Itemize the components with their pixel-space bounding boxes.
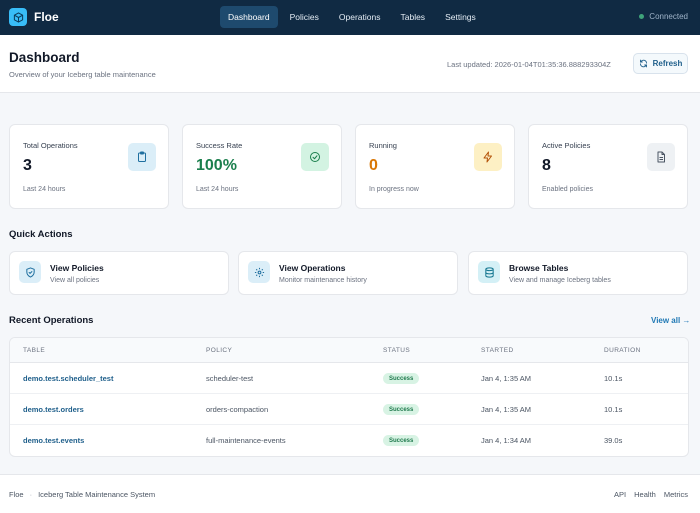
table-row[interactable]: demo.test.events full-maintenance-events… [10, 425, 688, 456]
policy-cell: scheduler-test [206, 374, 254, 383]
nav-tables[interactable]: Tables [400, 12, 426, 22]
footer-brand: Floe · Iceberg Table Maintenance System [9, 490, 155, 499]
footer-link-health[interactable]: Health [634, 490, 656, 499]
column-header-started[interactable]: STARTED [481, 347, 514, 354]
stat-label: Active Policies [542, 141, 591, 150]
shield-icon [19, 261, 41, 283]
column-header-duration[interactable]: DURATION [604, 347, 641, 354]
refresh-label: Refresh [652, 59, 683, 68]
started-cell: Jan 4, 1:34 AM [481, 436, 532, 445]
column-header-status[interactable]: STATUS [383, 347, 411, 354]
app-name: Floe [34, 10, 59, 24]
refresh-icon [639, 59, 647, 68]
quick-action-sub: Monitor maintenance history [279, 277, 367, 284]
quick-action-title: View Operations [279, 263, 346, 273]
stat-value: 3 [23, 157, 32, 174]
stat-card-running: Running 0 In progress now [355, 124, 515, 209]
quick-actions-title: Quick Actions [9, 229, 73, 240]
duration-cell: 10.1s [604, 374, 623, 383]
status-badge: Success [383, 435, 420, 446]
footer: Floe · Iceberg Table Maintenance System AP… [0, 474, 700, 513]
quick-action-title: Browse Tables [509, 263, 569, 273]
recent-operations-title: Recent Operations [9, 315, 94, 326]
stat-label: Running [369, 141, 397, 150]
policy-cell: orders-compaction [206, 405, 269, 414]
nav-settings[interactable]: Settings [445, 12, 476, 22]
quick-action-view-policies[interactable]: View Policies View all policies [9, 251, 229, 295]
top-navbar: Floe Dashboard Policies Operations Table… [0, 0, 700, 35]
stat-sub: In progress now [369, 186, 419, 193]
document-icon [647, 143, 675, 171]
stat-card-active-policies: Active Policies 8 Enabled policies [528, 124, 688, 209]
footer-link-api[interactable]: API [614, 490, 627, 499]
stat-card-success-rate: Success Rate 100% Last 24 hours [182, 124, 342, 209]
nav-policies[interactable]: Policies [289, 12, 319, 22]
lightning-icon [474, 143, 502, 171]
stat-value: 100% [196, 157, 237, 174]
quick-action-sub: View all policies [50, 277, 100, 284]
quick-action-view-operations[interactable]: View Operations Monitor maintenance hist… [238, 251, 458, 295]
nav-dashboard[interactable]: Dashboard [220, 6, 278, 28]
policy-cell: full-maintenance-events [206, 436, 286, 445]
database-icon [478, 261, 500, 283]
footer-app-name: Floe [9, 490, 24, 499]
stat-label: Total Operations [23, 141, 78, 150]
column-header-table[interactable]: TABLE [23, 347, 46, 354]
stat-value: 0 [369, 157, 378, 174]
status-badge: Success [383, 373, 420, 384]
view-all-link[interactable]: View all → [651, 316, 691, 325]
page-title: Dashboard [9, 50, 80, 65]
table-row[interactable]: demo.test.scheduler_test scheduler-test … [10, 363, 688, 394]
main-nav: Dashboard Policies Operations Tables Set… [220, 6, 484, 28]
clipboard-icon [128, 143, 156, 171]
quick-action-browse-tables[interactable]: Browse Tables View and manage Iceberg ta… [468, 251, 688, 295]
recent-operations-table: TABLE POLICY STATUS STARTED DURATION dem… [9, 337, 689, 457]
nav-operations[interactable]: Operations [338, 12, 381, 22]
connection-label: Connected [649, 12, 688, 21]
refresh-button[interactable]: Refresh [633, 53, 688, 74]
check-circle-icon [301, 143, 329, 171]
brand[interactable]: Floe [9, 8, 59, 26]
stat-sub: Enabled policies [542, 186, 593, 193]
started-cell: Jan 4, 1:35 AM [481, 374, 532, 383]
status-badge: Success [383, 404, 420, 415]
cube-icon [9, 8, 27, 26]
footer-link-metrics[interactable]: Metrics [663, 490, 688, 499]
status-dot-icon [639, 14, 645, 19]
stat-label: Success Rate [196, 141, 243, 150]
footer-links: API Health Metrics [614, 490, 688, 499]
page-subtitle: Overview of your Iceberg table maintenan… [9, 70, 156, 79]
column-header-policy[interactable]: POLICY [206, 347, 233, 354]
table-name-link[interactable]: demo.test.scheduler_test [23, 374, 114, 383]
stat-card-total-operations: Total Operations 3 Last 24 hours [9, 124, 169, 209]
footer-separator: · [29, 490, 33, 499]
table-name-link[interactable]: demo.test.events [23, 436, 85, 445]
page-header: Dashboard Overview of your Iceberg table… [0, 35, 700, 93]
footer-tagline: Iceberg Table Maintenance System [38, 490, 156, 499]
table-row[interactable]: demo.test.orders orders-compaction Succe… [10, 394, 688, 425]
stat-value: 8 [542, 157, 551, 174]
table-name-link[interactable]: demo.test.orders [23, 405, 84, 414]
duration-cell: 10.1s [604, 405, 623, 414]
quick-action-sub: View and manage Iceberg tables [509, 277, 611, 284]
connection-status: Connected [639, 12, 688, 21]
gear-icon [248, 261, 270, 283]
quick-action-title: View Policies [50, 263, 104, 273]
started-cell: Jan 4, 1:35 AM [481, 405, 532, 414]
stat-sub: Last 24 hours [196, 186, 239, 193]
stat-sub: Last 24 hours [23, 186, 66, 193]
duration-cell: 39.0s [604, 436, 623, 445]
table-header: TABLE POLICY STATUS STARTED DURATION [10, 338, 688, 363]
last-updated: Last updated: 2026-01-04T01:35:36.888293… [447, 60, 611, 69]
